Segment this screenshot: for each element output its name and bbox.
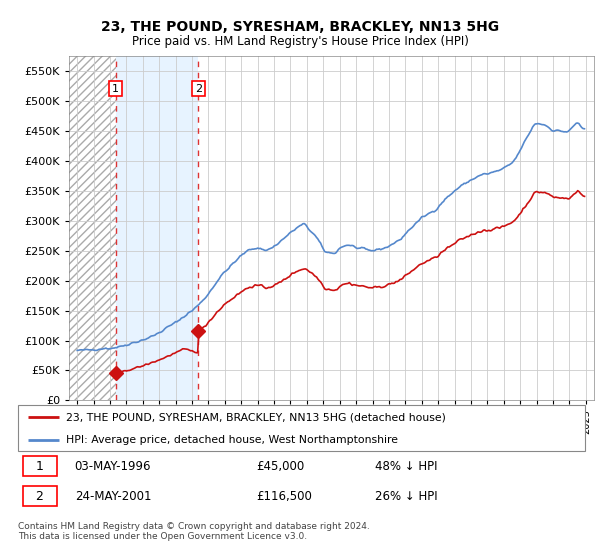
Text: 2: 2 [35,490,43,503]
Text: 03-MAY-1996: 03-MAY-1996 [75,460,151,473]
Text: Contains HM Land Registry data © Crown copyright and database right 2024.
This d: Contains HM Land Registry data © Crown c… [18,522,370,542]
Text: 2: 2 [195,83,202,94]
Text: 48% ↓ HPI: 48% ↓ HPI [375,460,438,473]
Bar [116,56,199,400]
Text: £116,500: £116,500 [256,490,312,503]
Text: Price paid vs. HM Land Registry's House Price Index (HPI): Price paid vs. HM Land Registry's House … [131,35,469,48]
Bar [199,56,594,400]
Text: 1: 1 [35,460,43,473]
Text: 24-MAY-2001: 24-MAY-2001 [75,490,151,503]
Text: 1: 1 [112,83,119,94]
FancyBboxPatch shape [18,405,585,451]
FancyBboxPatch shape [23,456,56,476]
Text: £45,000: £45,000 [256,460,304,473]
FancyBboxPatch shape [23,487,56,506]
Text: 23, THE POUND, SYRESHAM, BRACKLEY, NN13 5HG (detached house): 23, THE POUND, SYRESHAM, BRACKLEY, NN13 … [66,412,446,422]
Text: 26% ↓ HPI: 26% ↓ HPI [375,490,438,503]
Text: 23, THE POUND, SYRESHAM, BRACKLEY, NN13 5HG: 23, THE POUND, SYRESHAM, BRACKLEY, NN13 … [101,20,499,34]
Bar [69,56,116,400]
Text: HPI: Average price, detached house, West Northamptonshire: HPI: Average price, detached house, West… [66,435,398,445]
